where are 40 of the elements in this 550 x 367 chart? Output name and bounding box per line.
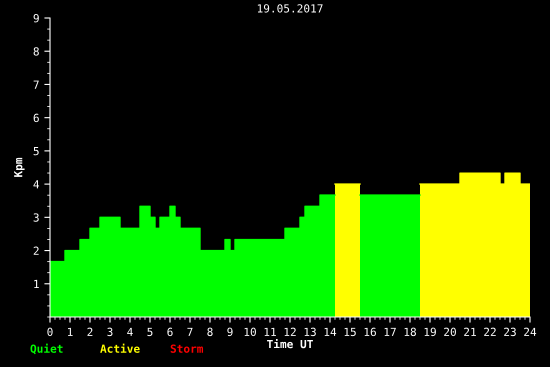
x-tick-label: 13 [304,328,316,336]
y-tick-label: 1 [34,280,39,288]
y-tick-label: 2 [34,246,39,255]
y-tick-label: 8 [34,47,39,56]
x-tick-label: 16 [364,328,376,336]
text: Quiet [30,344,63,354]
x-tick-label: 6 [167,328,173,336]
x-tick-label: 19 [424,328,436,336]
x-tick-label: 23 [504,328,516,336]
y-tick-label: 6 [34,114,39,122]
x-tick-label: 2 [87,328,92,336]
legend-label: Storm [170,344,204,353]
x-tick-label: 11 [264,328,276,336]
x-tick-label: 8 [207,328,213,336]
y-tick-label: 7 [34,80,39,89]
y-tick-label: 3 [34,213,39,222]
text: Active [100,344,140,353]
x-tick-label: 20 [444,328,456,336]
x-tick-label: 21 [464,328,476,336]
x-tick-label: 22 [484,328,496,336]
x-axis-title: Time UT [267,339,313,348]
x-tick-label: 24 [524,328,536,336]
x-tick-label: 7 [187,328,193,336]
x-tick-label: 10 [244,328,256,336]
y-tick-label: 9 [34,14,39,22]
x-tick-label: 9 [227,328,233,336]
y-tick-label: 5 [34,147,39,156]
x-tick-label: 12 [284,328,296,336]
x-tick-label: 1 [68,328,73,336]
chart-title: 19.05.2017 [258,4,323,13]
x-tick-label: 17 [384,328,396,336]
x-tick-label: 15 [344,328,356,336]
x-tick-label: 0 [47,328,53,336]
x-tick-label: 14 [324,328,336,336]
x-tick-label: 4 [127,328,133,336]
x-tick-label: 5 [147,328,152,336]
y-axis-title: Kpm [14,158,25,177]
x-tick-label: 3 [107,328,113,336]
y-tick-label: 4 [33,180,40,188]
x-tick-label: 18 [404,328,416,336]
